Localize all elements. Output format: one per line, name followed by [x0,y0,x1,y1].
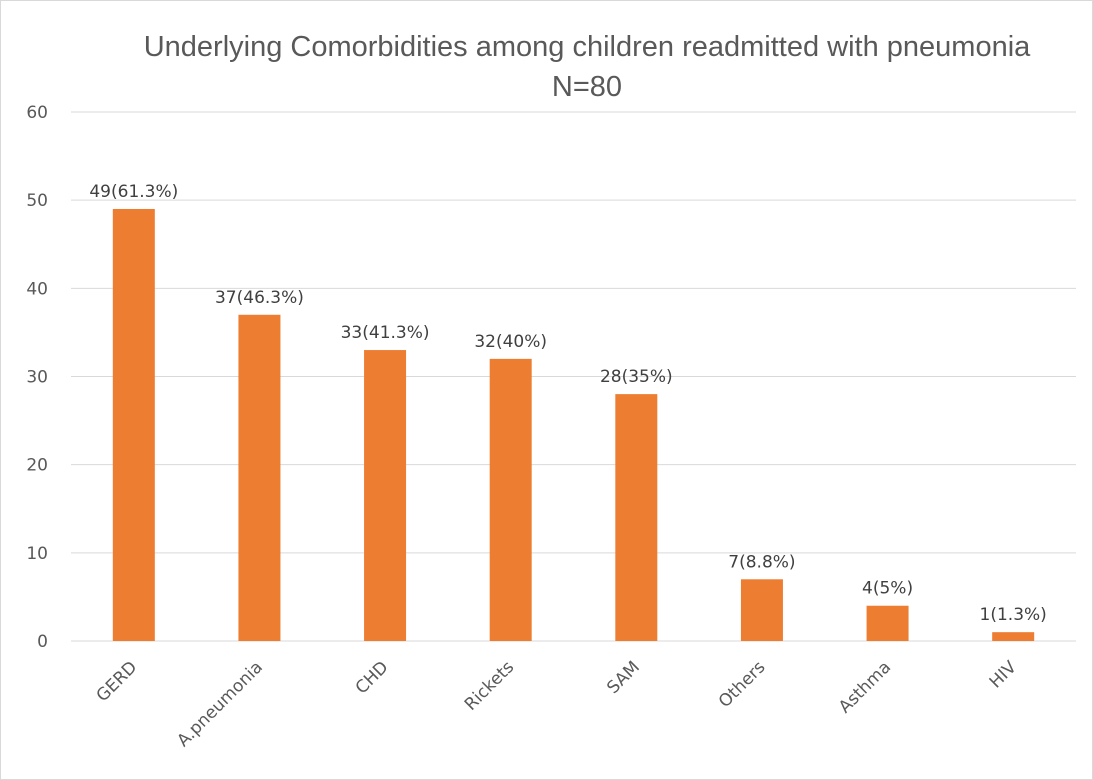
y-tick-label: 10 [26,544,48,564]
y-tick-label: 60 [26,103,48,123]
x-category-label: CHD [352,657,393,698]
data-label: 37(46.3%) [215,288,304,308]
x-category-label: A.pneumonia [173,657,267,751]
y-tick-label: 40 [26,279,48,299]
y-tick-label: 30 [26,368,48,388]
y-tick-label: 50 [26,191,48,211]
data-label: 49(61.3%) [89,182,178,202]
data-label: 33(41.3%) [341,323,430,343]
y-tick-label: 0 [37,632,48,652]
bar-asthma [866,605,909,641]
data-label: 4(5%) [862,579,913,599]
x-category-label: Others [715,657,770,712]
x-category-label: GERD [93,657,142,706]
data-label: 7(8.8%) [728,552,795,572]
bar-a-pneumonia [238,314,281,641]
data-label: 1(1.3%) [980,605,1047,625]
x-category-label: SAM [603,657,644,698]
chart-subtitle: N=80 [552,71,622,103]
chart-title: Underlying Comorbidities among children … [144,31,1031,63]
x-category-label: Asthma [835,657,895,717]
bar-gerd [112,208,155,641]
x-category-label: HIV [986,657,1021,692]
y-tick-label: 20 [26,456,48,476]
bar-chd [364,350,407,641]
bar-hiv [992,632,1035,641]
bar-rickets [489,358,532,641]
data-label: 28(35%) [600,367,673,387]
bar-sam [615,394,658,641]
bar-others [740,579,783,641]
x-category-label: Rickets [461,657,518,714]
data-label: 32(40%) [474,332,547,352]
